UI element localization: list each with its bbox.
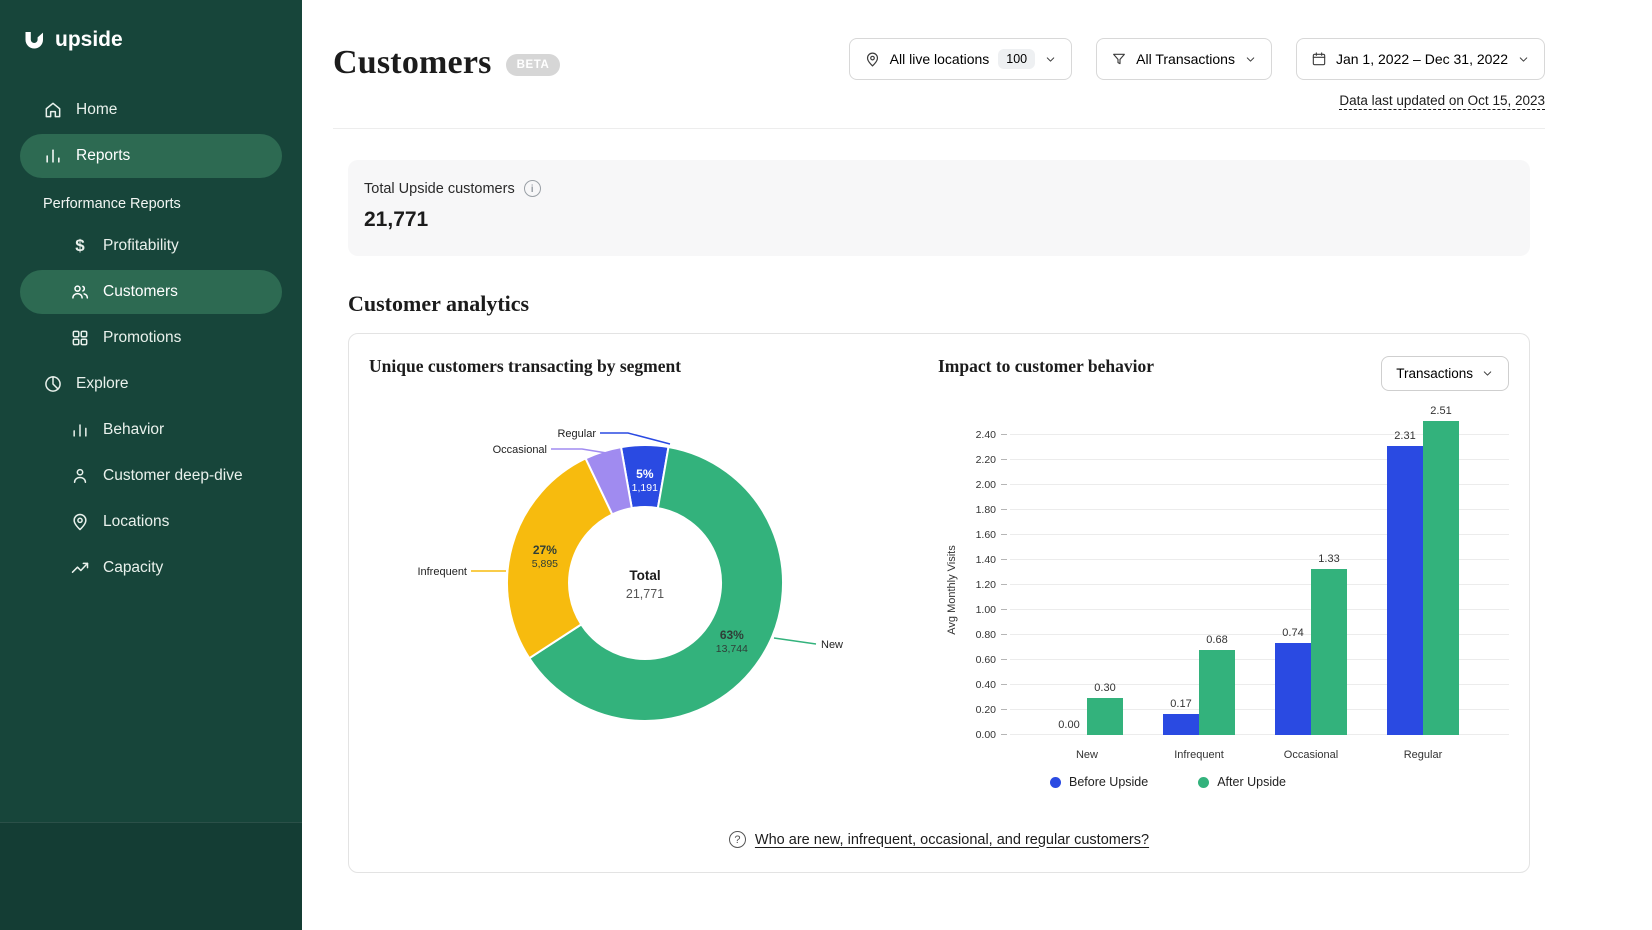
- trend-up-icon: [71, 562, 89, 573]
- metric-selector-dropdown[interactable]: Transactions: [1381, 356, 1509, 391]
- bar-infrequent-before: [1163, 713, 1199, 735]
- bar-infrequent-after: [1199, 650, 1235, 735]
- bar-occasional-after: [1311, 568, 1347, 735]
- chevron-down-icon: [1246, 56, 1255, 62]
- chevron-down-icon: [1519, 56, 1528, 62]
- sidebar-item-behavior[interactable]: Behavior: [20, 408, 282, 452]
- donut-chart: 5% 1,191 Regular 63% 13,744 New 27% 5,895 Infreq…: [417, 428, 843, 722]
- locations-filter-dropdown[interactable]: All live locations 100: [848, 38, 1073, 80]
- beta-badge: BETA: [505, 54, 561, 76]
- sidebar: upside Home Reports Performance Reports …: [0, 0, 302, 930]
- total-customers-label: Total Upside customers: [364, 180, 515, 197]
- calendar-icon: [1312, 52, 1326, 66]
- brand-logo[interactable]: upside: [0, 0, 302, 86]
- bar-regular-after: [1423, 421, 1459, 735]
- page-title: Customers: [333, 44, 492, 81]
- sidebar-footer: [0, 822, 302, 930]
- sidebar-item-profitability[interactable]: $ Profitability: [20, 224, 282, 268]
- main-content: Customers BETA All live locations 100 Al…: [302, 0, 1652, 930]
- svg-text:63%13,744: 63% 13,744: [716, 628, 748, 655]
- chart-legend: Before Upside After Upside: [1050, 775, 1509, 789]
- x-axis-label: Infrequent: [1174, 749, 1224, 761]
- dollar-icon: $: [75, 236, 85, 255]
- customers-icon: [72, 285, 89, 299]
- footnote: ? Who are new, infrequent, occasional, a…: [369, 831, 1509, 848]
- segments-definition-link[interactable]: Who are new, infrequent, occasional, and…: [754, 831, 1150, 848]
- data-last-updated[interactable]: Data last updated on Oct 15, 2023: [1339, 93, 1545, 108]
- sidebar-item-customers[interactable]: Customers: [20, 270, 282, 314]
- svg-text:Infrequent: Infrequent: [417, 566, 467, 578]
- chevron-down-icon: [1046, 56, 1055, 62]
- question-icon: ?: [728, 831, 746, 848]
- location-pin-icon: [866, 52, 878, 66]
- legend-item: After Upside: [1198, 775, 1286, 789]
- section-title: Customer analytics: [348, 291, 530, 316]
- x-axis-label: New: [1075, 749, 1098, 761]
- svg-text:27%5,895: 27% 5,895: [532, 543, 558, 570]
- bar-chart-icon: [73, 424, 87, 437]
- filter-icon: [1113, 53, 1126, 65]
- bar-new-after: [1087, 697, 1123, 735]
- svg-text:Occasional: Occasional: [493, 444, 547, 456]
- legend-item: Before Upside: [1050, 775, 1148, 789]
- donut-segment-infrequent: [505, 457, 614, 660]
- sidebar-item-reports[interactable]: Reports: [20, 134, 282, 178]
- sidebar-item-customer-deep-dive[interactable]: Customer deep-dive: [20, 454, 282, 498]
- bar-chart-panel: Impact to customer behavior Avg Monthly …: [924, 356, 1509, 789]
- bar-chart: Avg Monthly Visits 0.00 0.20 0.40 0.60 0.80 1…: [938, 401, 1509, 789]
- sidebar-item-promotions[interactable]: Promotions: [20, 316, 282, 360]
- transactions-filter-dropdown[interactable]: All Transactions: [1096, 38, 1272, 80]
- customer-analytics-card: Transactions Unique customers transactin…: [348, 333, 1530, 873]
- bar-chart-title: Impact to customer behavior: [938, 356, 1154, 376]
- x-axis-label: Occasional: [1283, 749, 1339, 761]
- sidebar-item-home[interactable]: Home: [20, 88, 282, 132]
- sidebar-item-locations[interactable]: Locations: [20, 500, 282, 544]
- donut-segment-occasional: [584, 445, 633, 516]
- svg-text:Regular: Regular: [557, 428, 596, 440]
- total-customers-value: 21,771: [364, 208, 429, 231]
- info-icon[interactable]: i: [523, 180, 541, 197]
- svg-text:New: New: [821, 639, 843, 651]
- location-pin-icon: [73, 513, 87, 531]
- sidebar-heading-performance-reports: Performance Reports: [43, 196, 181, 212]
- brand-name: upside: [55, 28, 123, 51]
- bar-plot-area: 0.00 0.20 0.40 0.60 0.80 1.00 1.20 1.40 1.60 1.80…: [976, 401, 1509, 761]
- donut-segment-new: [527, 445, 784, 722]
- svg-text:5%1,191: 5% 1,191: [632, 467, 658, 494]
- locations-count-badge: 100: [998, 49, 1036, 69]
- chevron-down-icon: [1483, 371, 1492, 376]
- page-header: Customers BETA All live locations 100 Al…: [333, 0, 1545, 129]
- filter-bar: All live locations 100 All Transactions …: [848, 38, 1545, 108]
- reports-icon: [46, 149, 60, 163]
- legend-dot-icon: [1198, 776, 1210, 788]
- svg-text:Total: Total: [629, 568, 660, 583]
- svg-text:21,771: 21,771: [626, 587, 664, 601]
- promotions-grid-icon: [72, 330, 88, 346]
- donut-chart-title: Unique customers transacting by segment: [369, 356, 682, 376]
- sidebar-item-explore[interactable]: Explore: [20, 362, 282, 406]
- upside-logo-icon: [25, 32, 43, 49]
- x-axis-label: Regular: [1403, 749, 1443, 761]
- bar-occasional-before: [1275, 642, 1311, 735]
- total-customers-card: Total Upside customers i 21,771: [348, 160, 1530, 256]
- donut-chart-panel: Unique customers transacting by segment …: [369, 356, 924, 789]
- pie-icon: [45, 376, 61, 392]
- sidebar-item-capacity[interactable]: Capacity: [20, 546, 282, 590]
- legend-dot-icon: [1050, 776, 1061, 788]
- bar-regular-before: [1387, 446, 1423, 735]
- home-icon: [45, 102, 61, 118]
- sidebar-nav: Home Reports Performance Reports $ Profi…: [0, 88, 302, 590]
- person-icon: [73, 468, 87, 483]
- date-range-picker[interactable]: Jan 1, 2022 – Dec 31, 2022: [1295, 38, 1545, 80]
